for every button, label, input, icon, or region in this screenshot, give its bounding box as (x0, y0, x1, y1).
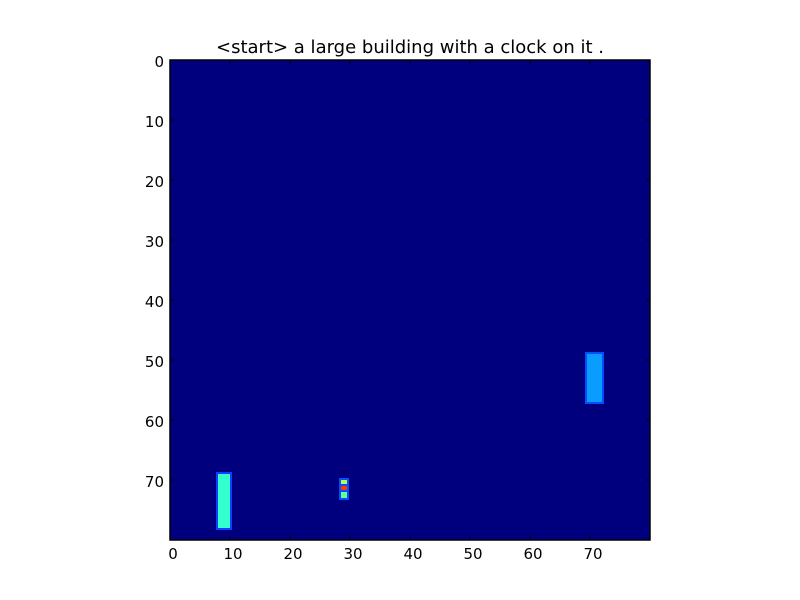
x-tick-label: 30 (343, 545, 362, 563)
y-tick-label: 70 (145, 473, 164, 491)
x-tick-label: 70 (583, 545, 602, 563)
x-tick-label: 20 (283, 545, 302, 563)
heatmap-background (170, 60, 650, 540)
x-tick-label: 0 (168, 545, 178, 563)
plot-frame (169, 59, 651, 541)
x-tick-label: 10 (223, 545, 242, 563)
y-tick-label: 0 (154, 53, 164, 71)
heatmap-hotspot (587, 354, 602, 402)
y-tick-label: 50 (145, 353, 164, 371)
y-tick-label: 30 (145, 233, 164, 251)
heatmap-hotspot (341, 492, 347, 498)
x-axis-ticks: 0 10 20 30 40 50 60 70 (168, 60, 603, 563)
y-tick-label: 40 (145, 293, 164, 311)
y-tick-label: 20 (145, 173, 164, 191)
x-tick-label: 40 (403, 545, 422, 563)
x-tick-label: 60 (523, 545, 542, 563)
heatmap-hotspot (341, 480, 347, 486)
heatmap-hotspots (216, 352, 604, 530)
heatmap-hotspot (218, 474, 230, 528)
heatmap-hotspot (341, 486, 347, 492)
y-tick-label: 60 (145, 413, 164, 431)
y-axis-ticks: 0 10 20 30 40 50 60 70 (145, 53, 650, 491)
x-tick-label: 50 (463, 545, 482, 563)
chart-title: <start> a large building with a clock on… (216, 37, 604, 58)
y-tick-label: 10 (145, 113, 164, 131)
